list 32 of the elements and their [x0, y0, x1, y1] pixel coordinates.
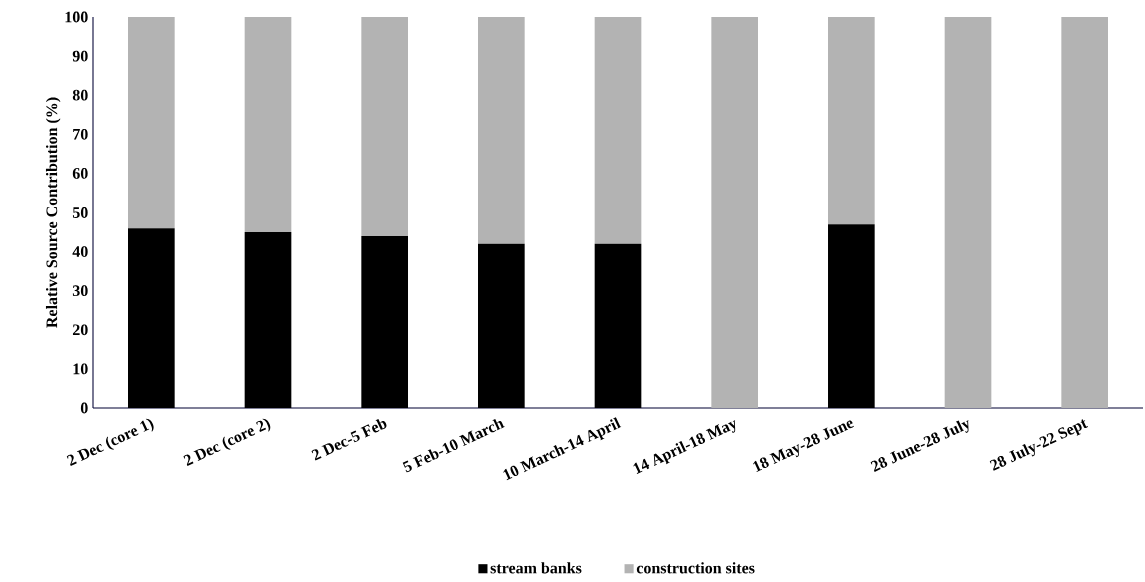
x-tick-label: 2 Dec-5 Feb [311, 419, 387, 461]
y-tick-label: 0 [80, 402, 88, 414]
y-tick-label: 40 [72, 246, 88, 257]
y-tick-label: 90 [72, 50, 88, 62]
bar [478, 243, 525, 408]
y-tick-label: 60 [72, 168, 88, 179]
bar [594, 17, 642, 244]
bar [361, 17, 408, 236]
y-tick-label: 10 [73, 363, 88, 375]
bar [128, 17, 175, 229]
y-tick-label: 20 [72, 324, 88, 336]
bar [828, 17, 875, 225]
bar [828, 224, 875, 408]
bar [711, 17, 759, 408]
bar [478, 17, 525, 244]
bar [128, 228, 175, 408]
y-tick-label: 50 [72, 207, 88, 218]
x-tick-label: 2 Dec (core 2) [183, 418, 271, 466]
bar [244, 232, 292, 408]
y-tick-label: 100 [65, 11, 88, 23]
bar [1061, 17, 1109, 408]
bar [944, 17, 992, 408]
y-tick-label: 70 [73, 128, 88, 140]
y-tick-label: 80 [72, 89, 88, 101]
bar [244, 17, 292, 233]
bar [594, 243, 642, 408]
legend-label: construction sites [636, 562, 755, 574]
x-tick-label: 2 Dec (core 1) [66, 418, 154, 466]
y-tick-label: 30 [72, 285, 88, 297]
legend-label: stream banks [490, 562, 582, 574]
bar [361, 235, 408, 408]
y-axis-title: Relative Source Contribution (%) [45, 97, 61, 328]
